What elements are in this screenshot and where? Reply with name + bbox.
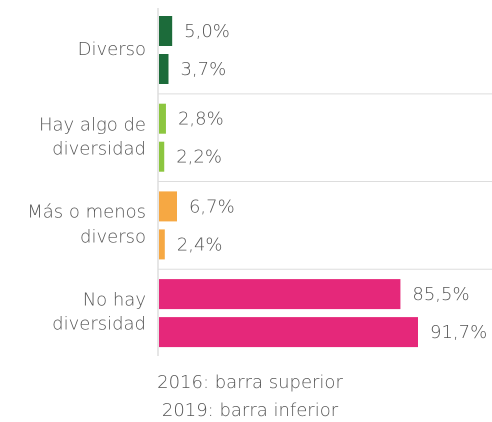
bar	[159, 54, 169, 84]
bar	[159, 279, 401, 310]
bar	[159, 16, 173, 46]
bar	[159, 229, 165, 260]
category-label: Diverso	[77, 38, 146, 60]
value-label: 3,7%	[180, 59, 226, 80]
note: 2019: barra inferior	[162, 400, 339, 421]
bar	[159, 317, 418, 348]
value-label: 6,7%	[189, 196, 235, 217]
bar	[159, 141, 165, 172]
value-label: 2,4%	[177, 234, 223, 255]
note: 2016: barra superior	[157, 372, 343, 393]
value-label: 91,7%	[430, 322, 487, 343]
bar	[159, 191, 177, 222]
category-label: Hay algo de diversidad	[38, 114, 146, 160]
value-label: 2,2%	[176, 147, 222, 168]
value-label: 2,8%	[178, 109, 224, 130]
value-label: 85,5%	[412, 284, 469, 305]
category-label: Más o menos diverso	[27, 202, 146, 248]
value-label: 5,0%	[184, 21, 230, 42]
category-label: No hay diversidad	[52, 289, 146, 336]
bar	[159, 103, 166, 134]
